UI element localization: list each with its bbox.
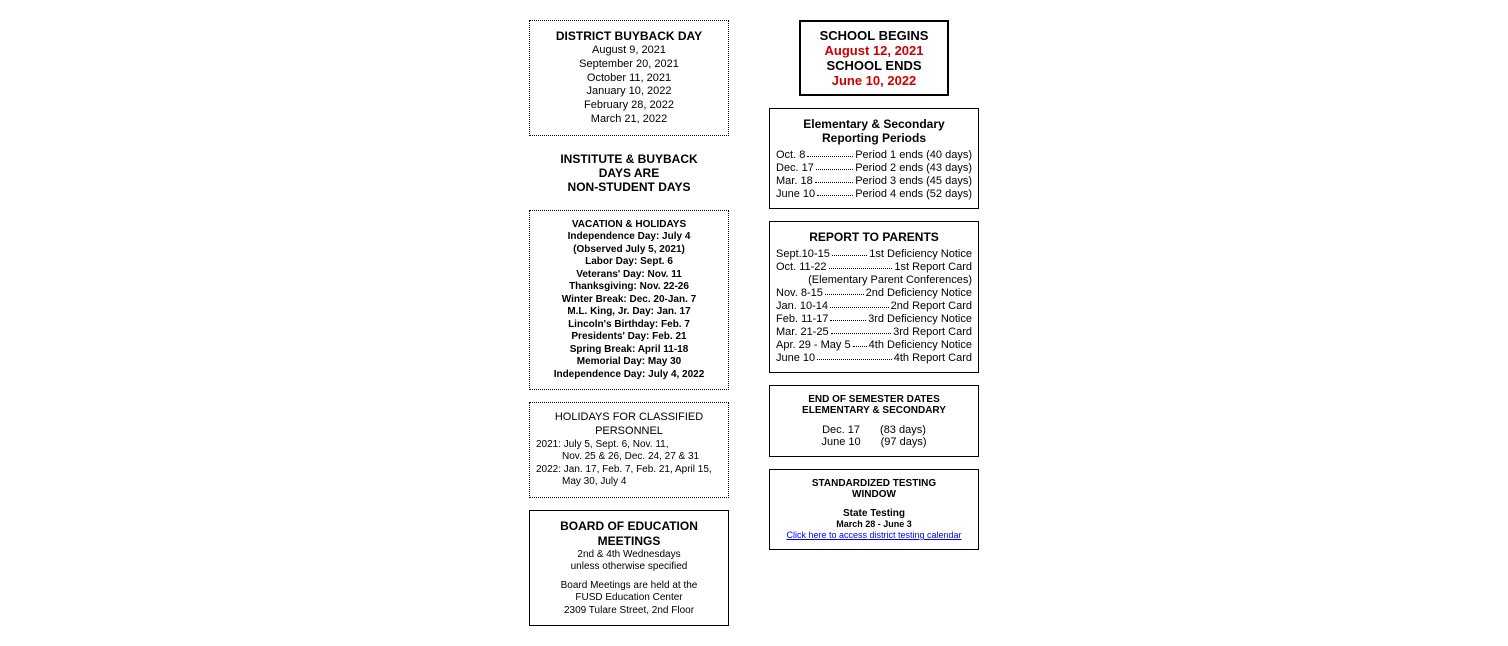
rp-row: Oct. 11-221st Report Card xyxy=(776,261,972,273)
reporting-row: Mar. 18Period 3 ends (45 days) xyxy=(776,175,972,187)
vacation-item: Spring Break: April 11-18 xyxy=(536,344,722,357)
board-sub2: unless otherwise specified xyxy=(536,561,722,574)
semester-box: END OF SEMESTER DATES ELEMENTARY & SECON… xyxy=(769,385,979,457)
right-column: SCHOOL BEGINS August 12, 2021 SCHOOL END… xyxy=(769,20,979,626)
board-loc2: FUSD Education Center xyxy=(536,592,722,605)
vacation-item: Independence Day: July 4, 2022 xyxy=(536,369,722,382)
testing-t1: STANDARDIZED TESTING xyxy=(776,478,972,489)
sem-t2: ELEMENTARY & SECONDARY xyxy=(776,405,972,416)
testing-link[interactable]: Click here to access district testing ca… xyxy=(786,530,961,540)
board-loc1: Board Meetings are held at the xyxy=(536,580,722,593)
classified-t2: PERSONNEL xyxy=(536,425,722,439)
classified-l4: May 30, July 4 xyxy=(536,476,722,489)
classified-l2: Nov. 25 & 26, Dec. 24, 27 & 31 xyxy=(536,451,722,464)
buyback-title: DISTRICT BUYBACK DAY xyxy=(536,29,722,44)
institute-note: INSTITUTE & BUYBACK DAYS ARE NON-STUDENT… xyxy=(529,148,729,198)
school-dates-box: SCHOOL BEGINS August 12, 2021 SCHOOL END… xyxy=(799,20,949,96)
content: DISTRICT BUYBACK DAY August 9, 2021 Sept… xyxy=(20,20,1488,626)
buyback-date: January 10, 2022 xyxy=(536,85,722,99)
reporting-row: June 10Period 4 ends (52 days) xyxy=(776,188,972,200)
board-loc3: 2309 Tulare Street, 2nd Floor xyxy=(536,605,722,618)
vacation-item: Winter Break: Dec. 20-Jan. 7 xyxy=(536,294,722,307)
buyback-date: August 9, 2021 xyxy=(536,44,722,58)
board-sub1: 2nd & 4th Wednesdays xyxy=(536,549,722,562)
classified-l3: 2022: Jan. 17, Feb. 7, Feb. 21, April 15… xyxy=(536,464,722,477)
vacation-item: Memorial Day: May 30 xyxy=(536,356,722,369)
vacation-item: Labor Day: Sept. 6 xyxy=(536,256,722,269)
semester-row: Dec. 17(83 days) xyxy=(776,424,972,436)
reporting-t1: Elementary & Secondary xyxy=(776,117,972,131)
institute-l1: INSTITUTE & BUYBACK xyxy=(535,152,723,166)
rp-row-center: (Elementary Parent Conferences) xyxy=(776,274,972,286)
reporting-row: Oct. 8Period 1 ends (40 days) xyxy=(776,149,972,161)
reporting-row: Dec. 17Period 2 ends (43 days) xyxy=(776,162,972,174)
vacation-item: Presidents' Day: Feb. 21 xyxy=(536,331,722,344)
ends-date: June 10, 2022 xyxy=(809,73,939,88)
report-parents-box: REPORT TO PARENTS Sept.10-151st Deficien… xyxy=(769,221,979,373)
classified-box: HOLIDAYS FOR CLASSIFIED PERSONNEL 2021: … xyxy=(529,402,729,498)
reporting-t2: Reporting Periods xyxy=(776,131,972,145)
board-box: BOARD OF EDUCATION MEETINGS 2nd & 4th We… xyxy=(529,510,729,627)
classified-l1: 2021: July 5, Sept. 6, Nov. 11, xyxy=(536,439,722,452)
vacation-title: VACATION & HOLIDAYS xyxy=(536,219,722,232)
vacation-item: Veterans' Day: Nov. 11 xyxy=(536,269,722,282)
board-t1: BOARD OF EDUCATION xyxy=(536,519,722,534)
institute-l2: DAYS ARE xyxy=(535,166,723,180)
buyback-box: DISTRICT BUYBACK DAY August 9, 2021 Sept… xyxy=(529,20,729,136)
rp-row: June 104th Report Card xyxy=(776,352,972,364)
left-column: DISTRICT BUYBACK DAY August 9, 2021 Sept… xyxy=(529,20,729,626)
institute-l3: NON-STUDENT DAYS xyxy=(535,180,723,194)
buyback-date: September 20, 2021 xyxy=(536,58,722,72)
rp-title: REPORT TO PARENTS xyxy=(776,230,972,244)
vacation-item: Independence Day: July 4 xyxy=(536,231,722,244)
semester-row: June 10(97 days) xyxy=(776,436,972,448)
board-t2: MEETINGS xyxy=(536,534,722,549)
vacation-item: M.L. King, Jr. Day: Jan. 17 xyxy=(536,306,722,319)
rp-row: Jan. 10-142nd Report Card xyxy=(776,300,972,312)
vacation-item: (Observed July 5, 2021) xyxy=(536,244,722,257)
begins-label: SCHOOL BEGINS xyxy=(809,28,939,43)
buyback-date: March 21, 2022 xyxy=(536,113,722,127)
vacation-item: Lincoln's Birthday: Feb. 7 xyxy=(536,319,722,332)
ends-label: SCHOOL ENDS xyxy=(809,58,939,73)
buyback-date: October 11, 2021 xyxy=(536,72,722,86)
reporting-box: Elementary & Secondary Reporting Periods… xyxy=(769,108,979,209)
rp-row: Mar. 21-253rd Report Card xyxy=(776,326,972,338)
vacation-box: VACATION & HOLIDAYS Independence Day: Ju… xyxy=(529,210,729,391)
sem-t1: END OF SEMESTER DATES xyxy=(776,394,972,405)
testing-t2: WINDOW xyxy=(776,489,972,500)
vacation-item: Thanksgiving: Nov. 22-26 xyxy=(536,281,722,294)
testing-state: State Testing xyxy=(776,508,972,519)
testing-box: STANDARDIZED TESTING WINDOW State Testin… xyxy=(769,469,979,550)
testing-dates: March 28 - June 3 xyxy=(776,519,972,529)
buyback-date: February 28, 2022 xyxy=(536,99,722,113)
classified-t1: HOLIDAYS FOR CLASSIFIED xyxy=(536,411,722,425)
begins-date: August 12, 2021 xyxy=(809,43,939,58)
